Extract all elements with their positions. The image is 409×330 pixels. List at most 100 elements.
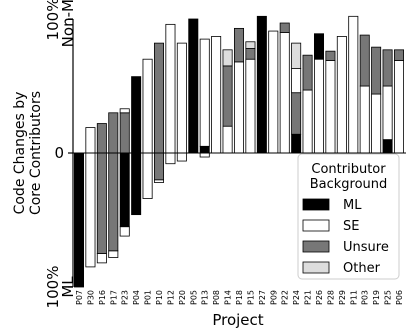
legend: Contributor Background ML SE Unsure Other bbox=[297, 153, 400, 280]
bar-segment-P17-unsure bbox=[108, 112, 119, 252]
x-tick-label-P22: P22 bbox=[281, 290, 290, 305]
legend-label-other: Other bbox=[343, 261, 381, 276]
bar-segment-P26-ml bbox=[313, 33, 324, 60]
x-tick-label-P16: P16 bbox=[98, 290, 107, 305]
x-tick-label-P18: P18 bbox=[235, 290, 244, 305]
bar-segment-P24-other bbox=[291, 42, 302, 69]
legend-swatch-ml bbox=[302, 198, 330, 211]
legend-swatch-other bbox=[302, 261, 330, 274]
x-tick-label-P27: P27 bbox=[258, 290, 267, 305]
axes: 100%Non-ML 0 100%ML Code Changes byCore Con… bbox=[12, 0, 404, 329]
bar-segment-P22-se bbox=[279, 32, 290, 154]
bar-segment-P03-se bbox=[359, 85, 370, 154]
bar-segment-P18-se bbox=[233, 61, 244, 154]
bar-segment-P20-se bbox=[176, 42, 187, 162]
bar-segment-P06-se bbox=[393, 60, 404, 154]
bar-segment-P09-se bbox=[268, 30, 279, 154]
bar-segment-P24-ml bbox=[291, 133, 302, 154]
x-axis-label: Project bbox=[212, 311, 263, 329]
bar-segment-P13-se bbox=[199, 38, 210, 147]
bar-segment-P24-unsure bbox=[291, 92, 302, 135]
plot-area bbox=[73, 15, 406, 288]
bar-segment-P25-ml bbox=[382, 139, 393, 154]
bar-segment-P05-ml bbox=[188, 18, 199, 154]
x-tick-label-P05: P05 bbox=[189, 290, 198, 305]
legend-label-se: SE bbox=[343, 219, 359, 234]
x-tick-label-P12: P12 bbox=[166, 290, 175, 305]
bar-segment-P30-se bbox=[85, 127, 96, 268]
x-tick-label-P11: P11 bbox=[349, 290, 358, 305]
y-tick-label-zero: 0 bbox=[54, 144, 64, 162]
x-tick-label-P01: P01 bbox=[144, 290, 153, 305]
bar-segment-P15-other bbox=[245, 41, 256, 49]
bar-segment-P23-ml bbox=[119, 152, 130, 228]
x-tick-label-P20: P20 bbox=[178, 290, 187, 305]
bar-segment-P23-se bbox=[119, 108, 130, 114]
bar-segment-P14-se bbox=[222, 125, 233, 154]
y-tick-label-2: 100%ML bbox=[44, 266, 77, 309]
x-tick-label-P06: P06 bbox=[395, 290, 404, 305]
bar-segment-P10-se bbox=[153, 179, 164, 183]
legend-label-ml: ML bbox=[343, 198, 362, 213]
x-tick-label-P03: P03 bbox=[361, 290, 370, 305]
bar-segment-P25-unsure bbox=[382, 49, 393, 87]
x-tick-label-P28: P28 bbox=[326, 290, 335, 305]
bar-segment-P22-unsure bbox=[279, 22, 290, 33]
bar-segment-P28-se bbox=[325, 60, 336, 154]
x-tick-label-P29: P29 bbox=[338, 290, 347, 305]
bar-segment-P03-unsure bbox=[359, 34, 370, 87]
bar-segment-P15-se bbox=[245, 58, 256, 154]
x-tick-label-P26: P26 bbox=[315, 290, 324, 305]
legend-swatch-se bbox=[302, 219, 330, 232]
bar-segment-P12-se bbox=[165, 23, 176, 165]
x-tick-label-P17: P17 bbox=[109, 290, 118, 305]
x-tick-label-P07: P07 bbox=[75, 290, 84, 305]
bar-segment-P21-unsure bbox=[302, 54, 313, 91]
bar-segment-P25-se bbox=[382, 85, 393, 140]
bar-segment-P08-se bbox=[211, 36, 222, 154]
bar-segment-P23-unsure bbox=[119, 112, 130, 154]
x-tick-label-P09: P09 bbox=[269, 290, 278, 305]
bar-segment-P26-se bbox=[313, 58, 324, 154]
bar-segment-P15-unsure bbox=[245, 48, 256, 60]
bar-segment-P28-unsure bbox=[325, 50, 336, 61]
x-tick-label-P30: P30 bbox=[86, 290, 95, 305]
x-tick-label-P15: P15 bbox=[246, 290, 255, 305]
legend-label-unsure: Unsure bbox=[343, 240, 389, 255]
bar-segment-P21-se bbox=[302, 89, 313, 154]
bar-segment-P27-ml bbox=[256, 15, 267, 154]
x-tick-label-P08: P08 bbox=[212, 290, 221, 305]
bar-segment-P19-se bbox=[371, 93, 382, 154]
legend-swatch-unsure bbox=[302, 240, 330, 253]
bar-segment-P14-other bbox=[222, 49, 233, 67]
bar-segment-P07-ml bbox=[74, 152, 85, 288]
y-tick-label-0: 100%Non-ML bbox=[44, 0, 77, 47]
bar-segment-P17-se bbox=[108, 250, 119, 258]
bar-segment-P18-unsure bbox=[233, 27, 244, 63]
legend-title: Contributor Background bbox=[310, 162, 388, 192]
x-tick-label-P14: P14 bbox=[224, 290, 233, 305]
x-tick-label-P23: P23 bbox=[121, 290, 130, 305]
bar-segment-P24-se bbox=[291, 68, 302, 94]
x-tick-label-P21: P21 bbox=[304, 290, 313, 305]
bar-segment-P16-unsure bbox=[96, 123, 107, 254]
bar-segment-P11-se bbox=[348, 15, 359, 154]
bar-segment-P29-se bbox=[336, 36, 347, 154]
y-axis-label: Code Changes byCore Contributors bbox=[12, 91, 44, 215]
x-tick-label-P24: P24 bbox=[292, 290, 301, 305]
bar-segment-P14-unsure bbox=[222, 65, 233, 127]
bar-segment-P13-ml bbox=[199, 145, 210, 154]
x-tick-label-P10: P10 bbox=[155, 290, 164, 305]
bar-segment-P19-unsure bbox=[371, 46, 382, 95]
x-tick-label-P04: P04 bbox=[132, 290, 141, 305]
x-tick-label-P25: P25 bbox=[384, 290, 393, 305]
bar-segment-P16-se bbox=[96, 253, 107, 264]
x-tick-label-P19: P19 bbox=[372, 290, 381, 305]
bar-segment-P23-se bbox=[119, 226, 130, 237]
bar-segment-P01-se bbox=[142, 58, 153, 199]
x-tick-label-P13: P13 bbox=[201, 290, 210, 305]
bar-segment-P10-unsure bbox=[153, 42, 164, 181]
bar-segment-P13-se bbox=[199, 152, 210, 158]
bar-segment-P04-ml bbox=[131, 76, 142, 216]
